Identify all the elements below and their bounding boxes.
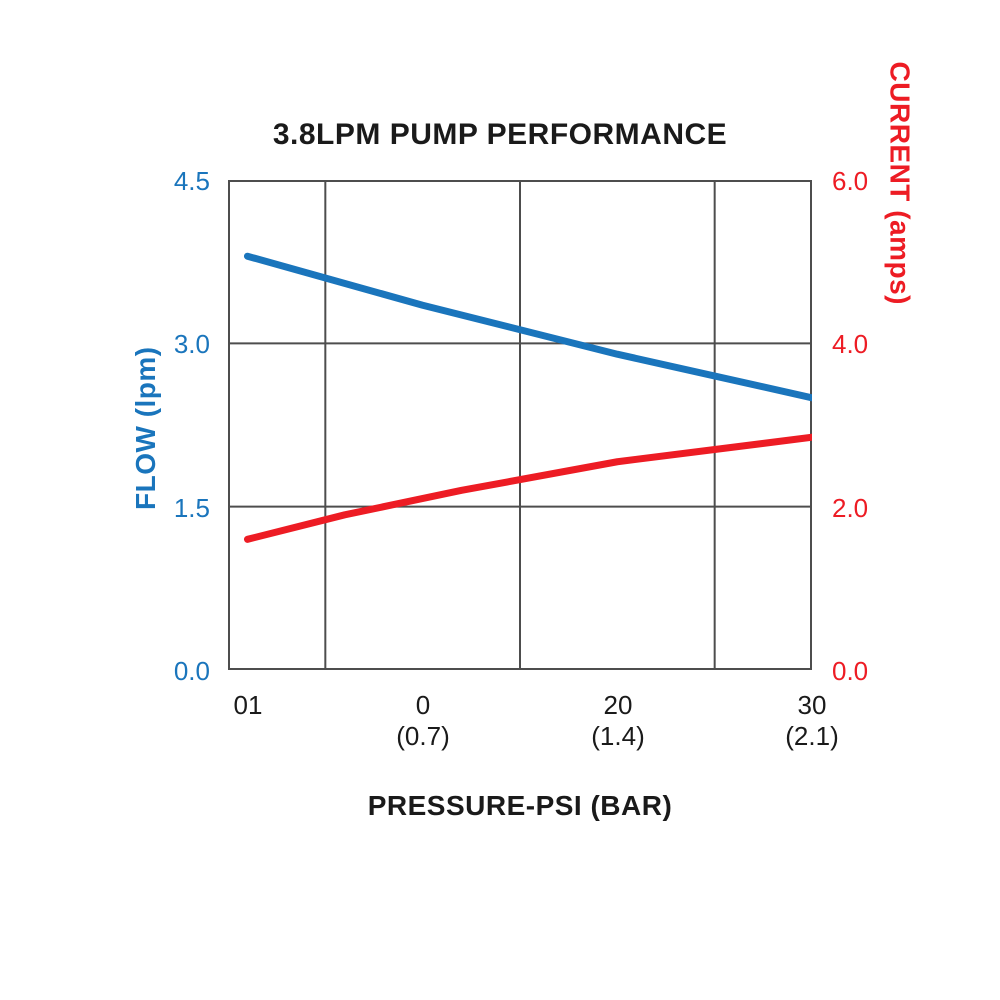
y-left-tick-3: 4.5 xyxy=(174,166,210,197)
x-axis-label: PRESSURE-PSI (BAR) xyxy=(0,790,1000,822)
y-left-axis-label: FLOW (lpm) xyxy=(130,346,162,510)
flow-series-line xyxy=(247,256,812,398)
x-tick-2: 20 (1.4) xyxy=(558,690,678,752)
y-right-tick-3: 6.0 xyxy=(832,166,868,197)
x-tick-0-psi: 01 xyxy=(188,690,308,721)
plot-area xyxy=(228,180,812,670)
chart-title: 3.8LPM PUMP PERFORMANCE xyxy=(0,118,1000,152)
x-tick-1-psi: 0 xyxy=(363,690,483,721)
y-right-axis-label: CURRENT (amps) xyxy=(883,62,915,305)
x-tick-2-psi: 20 xyxy=(558,690,678,721)
x-tick-3-bar: (2.1) xyxy=(752,721,872,752)
x-tick-1: 0 (0.7) xyxy=(363,690,483,752)
y-right-tick-0: 0.0 xyxy=(832,656,868,687)
chart-container: { "chart": { "type": "line-dual-axis", "… xyxy=(0,0,1000,1000)
x-tick-2-bar: (1.4) xyxy=(558,721,678,752)
x-tick-3: 30 (2.1) xyxy=(752,690,872,752)
y-left-tick-0: 0.0 xyxy=(174,656,210,687)
x-tick-1-bar: (0.7) xyxy=(363,721,483,752)
y-left-tick-2: 3.0 xyxy=(174,329,210,360)
x-tick-0: 01 xyxy=(188,690,308,721)
y-left-tick-1: 1.5 xyxy=(174,493,210,524)
y-right-tick-2: 4.0 xyxy=(832,329,868,360)
y-right-tick-1: 2.0 xyxy=(832,493,868,524)
x-tick-3-psi: 30 xyxy=(752,690,872,721)
current-series-line xyxy=(247,437,812,539)
